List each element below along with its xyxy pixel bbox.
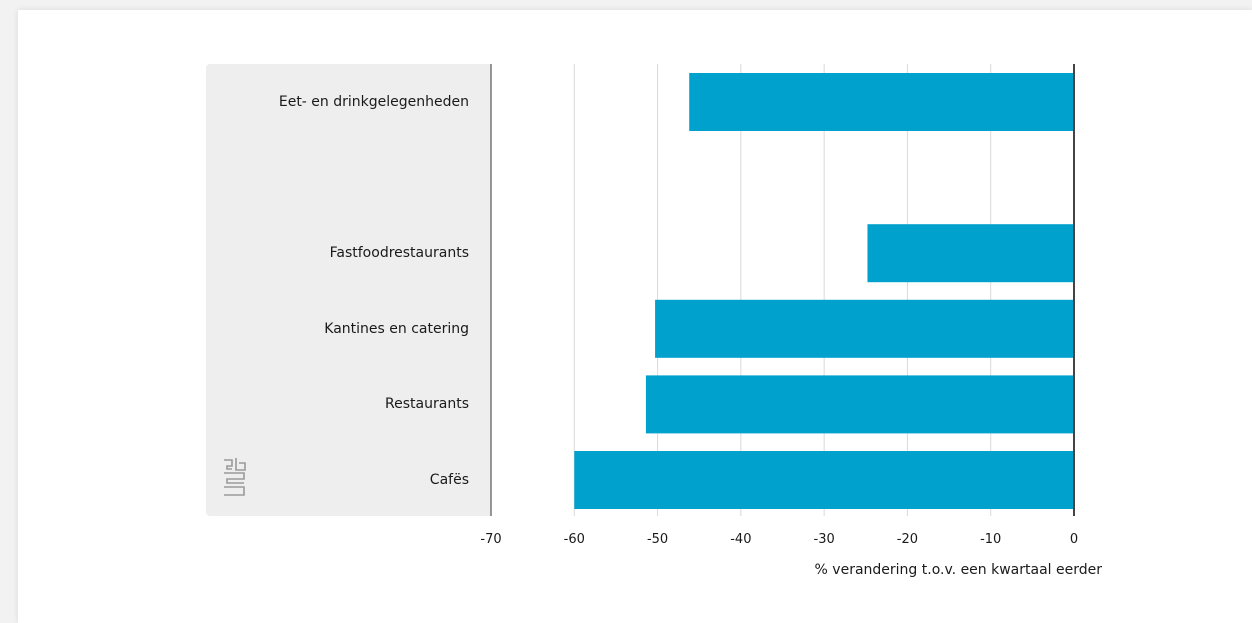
bar-4 bbox=[645, 375, 1074, 434]
category-label-0: Eet- en drinkgelegenheden bbox=[278, 94, 469, 110]
bar-2 bbox=[867, 224, 1074, 283]
x-tick-label-5: -20 bbox=[896, 532, 919, 547]
category-label-3: Kantines en catering bbox=[324, 320, 469, 337]
category-label-5: Cafës bbox=[429, 472, 469, 488]
x-tick-label-6: -10 bbox=[980, 532, 1002, 547]
bar-3 bbox=[655, 299, 1074, 358]
x-axis-title: % verandering t.o.v. een kwartaal eerder bbox=[814, 562, 1102, 578]
x-tick-label-4: -30 bbox=[813, 532, 835, 547]
category-label-panel bbox=[206, 64, 491, 516]
x-tick-label-7: 0 bbox=[1069, 532, 1079, 547]
category-label-4: Restaurants bbox=[385, 396, 469, 413]
category-label-2: Fastfoodrestaurants bbox=[329, 245, 469, 262]
x-tick-label-1: -60 bbox=[563, 532, 585, 547]
x-tick-label-3: -40 bbox=[730, 532, 752, 547]
bar-5 bbox=[574, 451, 1074, 509]
bar-0 bbox=[689, 73, 1074, 131]
cbs-logo-icon bbox=[224, 458, 246, 496]
x-tick-label-0: -70 bbox=[480, 532, 502, 547]
x-tick-label-2: -50 bbox=[646, 532, 669, 547]
